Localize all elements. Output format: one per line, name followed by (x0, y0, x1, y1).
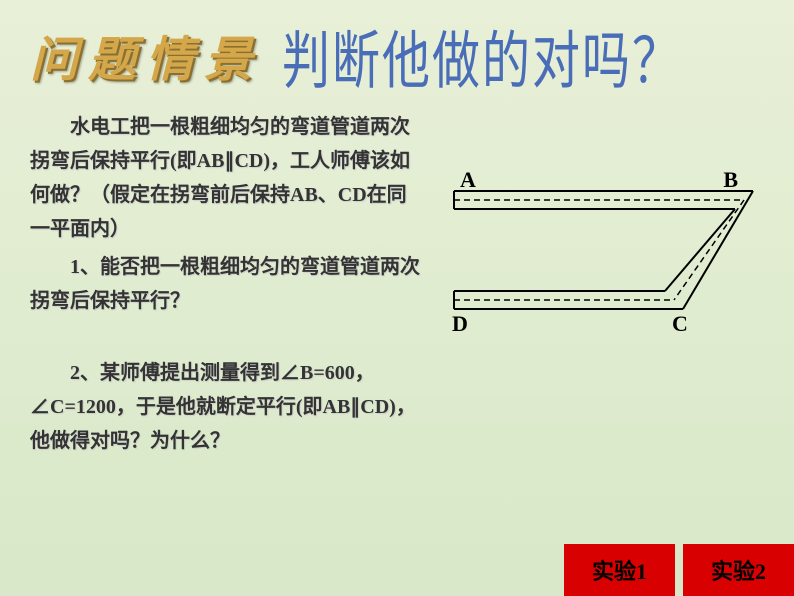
experiment-2-button[interactable]: 实验2 (683, 544, 794, 596)
svg-text:C: C (672, 311, 688, 336)
pipe-diagram: A B C D (444, 170, 764, 340)
svg-text:D: D (452, 311, 468, 336)
paragraph-q2: 2、某师傅提出测量得到∠B=600，∠C=1200，于是他就断定平行(即AB∥C… (30, 356, 424, 458)
svg-text:B: B (723, 170, 738, 192)
title-question: 判断他做的对吗？ (282, 10, 682, 101)
diagram-column: A B C D (424, 110, 764, 462)
button-bar: 实验1 实验2 (564, 544, 794, 596)
paragraph-intro: 水电工把一根粗细均匀的弯道管道两次拐弯后保持平行(即AB∥CD)，工人师傅该如何… (30, 110, 424, 246)
content-area: 水电工把一根粗细均匀的弯道管道两次拐弯后保持平行(即AB∥CD)，工人师傅该如何… (0, 100, 794, 472)
experiment-1-button[interactable]: 实验1 (564, 544, 675, 596)
title-scene: 问题情景 (30, 20, 262, 90)
svg-text:A: A (460, 170, 476, 192)
paragraph-q1: 1、能否把一根粗细均匀的弯道管道两次拐弯后保持平行？ (30, 250, 424, 318)
text-column: 水电工把一根粗细均匀的弯道管道两次拐弯后保持平行(即AB∥CD)，工人师傅该如何… (30, 110, 424, 462)
header: 问题情景 判断他做的对吗？ (0, 0, 794, 100)
